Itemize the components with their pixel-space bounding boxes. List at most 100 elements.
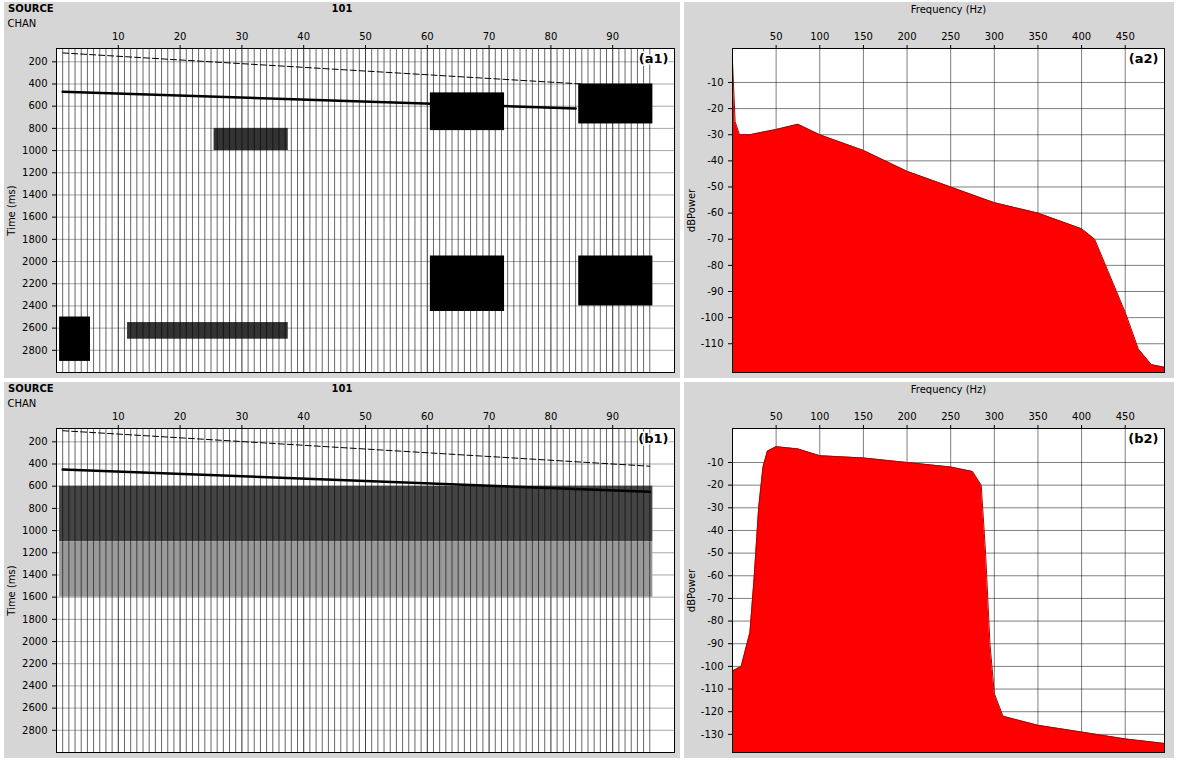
svg-text:2400: 2400 [22,680,47,691]
svg-text:-40: -40 [707,525,723,536]
svg-text:Time (ms): Time (ms) [6,565,17,617]
svg-text:30: 30 [236,31,249,42]
svg-text:40: 40 [297,411,310,422]
svg-text:1000: 1000 [22,145,47,156]
svg-text:400: 400 [1072,411,1091,422]
svg-text:-120: -120 [701,706,724,717]
svg-text:-70: -70 [707,593,723,604]
svg-text:-20: -20 [707,479,723,490]
svg-text:800: 800 [28,123,47,134]
svg-text:200: 200 [897,31,916,42]
svg-text:-10: -10 [707,457,723,468]
svg-text:-90: -90 [707,286,723,297]
svg-text:200: 200 [28,56,47,67]
svg-text:-130: -130 [701,729,724,740]
svg-text:70: 70 [483,411,496,422]
svg-text:1200: 1200 [22,547,47,558]
svg-text:50: 50 [359,411,372,422]
svg-text:40: 40 [297,31,310,42]
svg-text:(a1): (a1) [639,51,669,66]
svg-text:CHAN: CHAN [8,18,37,29]
svg-text:-80: -80 [707,260,723,271]
svg-text:-30: -30 [707,502,723,513]
svg-text:-40: -40 [707,155,723,166]
svg-text:1400: 1400 [22,189,47,200]
svg-text:400: 400 [1072,31,1091,42]
svg-text:350: 350 [1028,411,1047,422]
svg-text:300: 300 [985,411,1004,422]
svg-text:2000: 2000 [22,256,47,267]
svg-text:50: 50 [359,31,372,42]
svg-text:-50: -50 [707,547,723,558]
svg-text:2600: 2600 [22,322,47,333]
svg-text:1400: 1400 [22,569,47,580]
svg-text:90: 90 [606,411,619,422]
svg-text:450: 450 [1116,411,1135,422]
svg-text:2800: 2800 [22,725,47,736]
svg-text:10: 10 [112,31,125,42]
svg-text:600: 600 [28,100,47,111]
svg-text:10: 10 [112,411,125,422]
svg-text:80: 80 [545,31,558,42]
svg-text:(b1): (b1) [638,431,668,446]
svg-text:600: 600 [28,480,47,491]
svg-text:-70: -70 [707,233,723,244]
svg-text:Frequency (Hz): Frequency (Hz) [911,4,987,15]
svg-text:1800: 1800 [22,234,47,245]
svg-text:2800: 2800 [22,345,47,356]
svg-text:(a2): (a2) [1129,51,1159,66]
svg-text:Frequency (Hz): Frequency (Hz) [911,384,987,395]
svg-text:30: 30 [236,411,249,422]
svg-text:1200: 1200 [22,167,47,178]
svg-text:(b2): (b2) [1128,431,1158,446]
svg-text:Time (ms): Time (ms) [6,185,17,237]
svg-text:1800: 1800 [22,614,47,625]
svg-text:200: 200 [897,411,916,422]
svg-text:50: 50 [770,31,783,42]
svg-text:-60: -60 [707,570,723,581]
svg-text:20: 20 [174,411,187,422]
svg-text:CHAN: CHAN [8,398,37,409]
svg-text:100: 100 [810,31,829,42]
svg-text:1000: 1000 [22,525,47,536]
svg-text:150: 150 [854,31,873,42]
svg-text:1600: 1600 [22,591,47,602]
svg-text:-90: -90 [707,638,723,649]
svg-text:2200: 2200 [22,658,47,669]
svg-text:-110: -110 [701,683,724,694]
svg-text:200: 200 [28,436,47,447]
svg-text:400: 400 [28,458,47,469]
svg-text:800: 800 [28,503,47,514]
svg-text:80: 80 [545,411,558,422]
svg-text:90: 90 [606,31,619,42]
svg-text:350: 350 [1028,31,1047,42]
svg-text:-110: -110 [701,338,724,349]
svg-text:70: 70 [483,31,496,42]
svg-text:-100: -100 [701,661,724,672]
svg-text:1600: 1600 [22,211,47,222]
svg-text:60: 60 [421,31,434,42]
svg-text:-30: -30 [707,129,723,140]
svg-text:2000: 2000 [22,636,47,647]
svg-text:250: 250 [941,411,960,422]
svg-text:-50: -50 [707,181,723,192]
svg-text:60: 60 [421,411,434,422]
svg-text:2200: 2200 [22,278,47,289]
svg-text:20: 20 [174,31,187,42]
svg-text:450: 450 [1116,31,1135,42]
svg-text:-80: -80 [707,615,723,626]
svg-text:50: 50 [770,411,783,422]
svg-text:dBPower: dBPower [686,568,697,612]
svg-text:2400: 2400 [22,300,47,311]
svg-text:-20: -20 [707,103,723,114]
svg-text:150: 150 [854,411,873,422]
svg-text:-10: -10 [707,77,723,88]
svg-text:2600: 2600 [22,702,47,713]
svg-text:300: 300 [985,31,1004,42]
svg-text:250: 250 [941,31,960,42]
svg-text:100: 100 [810,411,829,422]
svg-text:400: 400 [28,78,47,89]
svg-text:-60: -60 [707,207,723,218]
svg-text:-100: -100 [701,312,724,323]
svg-text:dBPower: dBPower [686,188,697,232]
